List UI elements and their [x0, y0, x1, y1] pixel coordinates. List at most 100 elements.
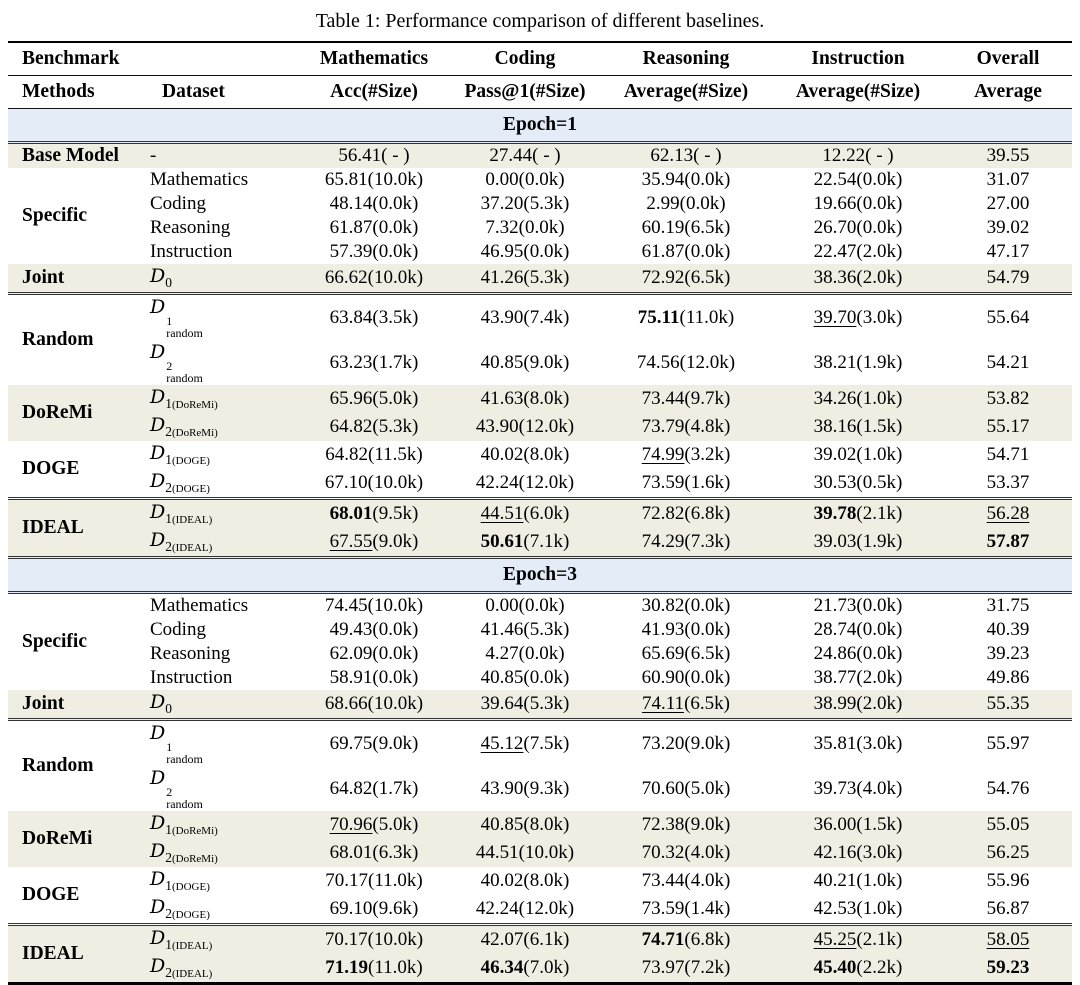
- value-cell: 72.38(9.0k): [600, 811, 772, 839]
- metric-value: 45.25: [813, 929, 857, 950]
- sample-size: (5.3k): [523, 193, 570, 214]
- sample-size: (6.3k): [372, 842, 419, 863]
- method-cell: Specific: [22, 631, 87, 652]
- metric-value: 39.03: [813, 531, 857, 552]
- value-cell: 40.85(0.0k): [450, 666, 600, 690]
- value-cell: 60.90(0.0k): [600, 666, 772, 690]
- metric-value: 31.07: [986, 169, 1030, 190]
- sample-size: (0.0k): [523, 241, 570, 262]
- value-cell: 58.91(0.0k): [298, 666, 450, 690]
- sample-size: (12.0k): [518, 472, 575, 493]
- value-cell: 72.82(6.8k): [600, 499, 772, 529]
- sample-size: (3.0k): [856, 842, 903, 863]
- math-subscript-tag: (DoReMi): [171, 399, 218, 411]
- metric-value: 70.96: [329, 814, 373, 835]
- sample-size: (1.9k): [856, 531, 903, 552]
- metric-value: 38.16: [813, 416, 857, 437]
- sample-size: (9.3k): [523, 777, 570, 799]
- sample-size: (11.0k): [679, 306, 735, 328]
- table-row: D2(IDEAL) 67.55(9.0k) 50.61(7.1k) 74.29(7.3…: [8, 528, 1072, 558]
- results-table: Benchmark Mathematics Coding Reasoning I…: [8, 41, 1072, 985]
- table-row: IDEAL D1(IDEAL) 68.01(9.5k) 44.51(6.0k) 72.8…: [8, 498, 1072, 538]
- sample-size: (9.0k): [684, 814, 731, 835]
- value-cell: 75.11(11.0k): [600, 294, 772, 341]
- value-cell: 47.17: [944, 240, 1072, 264]
- dataset-cell: D 2 random: [148, 340, 298, 385]
- metric-value: 44.51: [480, 503, 524, 524]
- method-cell: DoReMi: [22, 402, 93, 423]
- math-subscript: 0: [165, 701, 172, 716]
- value-cell: 30.53(0.5k): [772, 469, 944, 499]
- value-cell: 62.13( - ): [600, 143, 772, 169]
- sample-size: (5.0k): [684, 777, 731, 799]
- metric-value: 30.82: [641, 595, 685, 616]
- sample-size: (12.0k): [518, 898, 575, 919]
- metric-value: 43.90: [475, 416, 519, 437]
- sample-size: (0.0k): [856, 595, 903, 616]
- value-cell: 27.44( - ): [450, 143, 600, 169]
- sample-size: (3.0k): [856, 732, 903, 754]
- math-scripts: 2 random: [166, 360, 203, 384]
- dataset-cell: Instruction: [150, 241, 233, 262]
- header-pass1-size: Pass@1(#Size): [464, 81, 586, 102]
- value-cell: 46.95(0.0k): [450, 240, 600, 264]
- metric-value: 27.44: [489, 145, 533, 166]
- metric-value: 40.85: [480, 814, 524, 835]
- value-cell: 65.81(10.0k): [298, 168, 450, 192]
- value-cell: 42.07(6.1k): [450, 925, 600, 955]
- value-cell: 39.03(1.9k): [772, 528, 944, 558]
- metric-value: 48.14: [329, 193, 373, 214]
- metric-value: 46.95: [480, 241, 524, 262]
- value-cell: 38.36(2.0k): [772, 264, 944, 294]
- sample-size: (4.0k): [684, 870, 731, 891]
- value-cell: 56.87: [944, 895, 1072, 925]
- sample-size: (5.3k): [523, 619, 570, 640]
- value-cell: 40.02(8.0k): [450, 867, 600, 895]
- table-row: D2(DoReMi) 64.82(5.3k) 43.90(12.0k) 73.79(4…: [8, 413, 1072, 441]
- value-cell: 72.92(6.5k): [600, 264, 772, 294]
- value-cell: 41.63(8.0k): [450, 385, 600, 413]
- sample-size: (2.2k): [856, 957, 903, 978]
- value-cell: 65.96(5.0k): [298, 385, 450, 413]
- metric-value: 53.37: [986, 472, 1030, 493]
- table-row: Specific Mathematics 74.45(10.0k) 0.00(0.0k…: [8, 593, 1072, 652]
- value-cell: 56.25: [944, 839, 1072, 867]
- value-cell: 73.59(1.4k): [600, 895, 772, 925]
- metric-value: 35.81: [813, 732, 857, 754]
- sample-size: ( - ): [693, 145, 722, 166]
- math-subscript-tag: (DOGE): [171, 909, 210, 921]
- sample-size: (1.0k): [856, 388, 903, 409]
- value-cell: 30.82(0.0k): [600, 593, 772, 619]
- metric-value: 19.66: [813, 193, 857, 214]
- math-superscript: 2: [166, 359, 173, 373]
- metric-value: 58.05: [986, 929, 1030, 950]
- metric-value: 40.02: [480, 444, 524, 465]
- math-scripts: 1 random: [166, 741, 203, 765]
- sample-size: (4.0k): [856, 777, 903, 799]
- metric-value: 75.11: [637, 306, 680, 328]
- metric-value: 40.21: [813, 870, 857, 891]
- metric-value: 55.64: [986, 306, 1030, 328]
- dataset-cell: Mathematics: [150, 169, 249, 190]
- value-cell: 68.01(6.3k): [298, 839, 450, 867]
- table-row: D 2 random 63.23(1.7k) 40.85(9.0k) 74.56(12.0…: [8, 340, 1072, 385]
- sample-size: (2.0k): [856, 267, 903, 288]
- metric-value: 38.21: [813, 351, 857, 373]
- metric-value: 2.99: [646, 193, 680, 214]
- sample-size: (0.0k): [518, 169, 565, 190]
- sample-size: (8.0k): [523, 870, 570, 891]
- value-cell: 22.47(2.0k): [772, 240, 944, 264]
- math-subscript: 1(DoReMi): [165, 822, 218, 837]
- metric-value: 72.92: [641, 267, 685, 288]
- value-cell: 55.64: [944, 294, 1072, 341]
- math-d-symbol: D: [150, 767, 166, 789]
- math-subscript-tag: (DOGE): [171, 455, 210, 467]
- metric-value: 47.17: [986, 241, 1030, 262]
- value-cell: 55.35: [944, 690, 1072, 720]
- table-row: Instruction 58.91(0.0k) 40.85(0.0k) 60.90(0…: [8, 666, 1072, 690]
- sample-size: (8.0k): [523, 444, 570, 465]
- value-cell: 62.09(0.0k): [298, 642, 450, 666]
- math-d-symbol: D: [150, 955, 166, 977]
- metric-value: 0.00: [485, 169, 519, 190]
- sample-size: (0.0k): [518, 217, 565, 238]
